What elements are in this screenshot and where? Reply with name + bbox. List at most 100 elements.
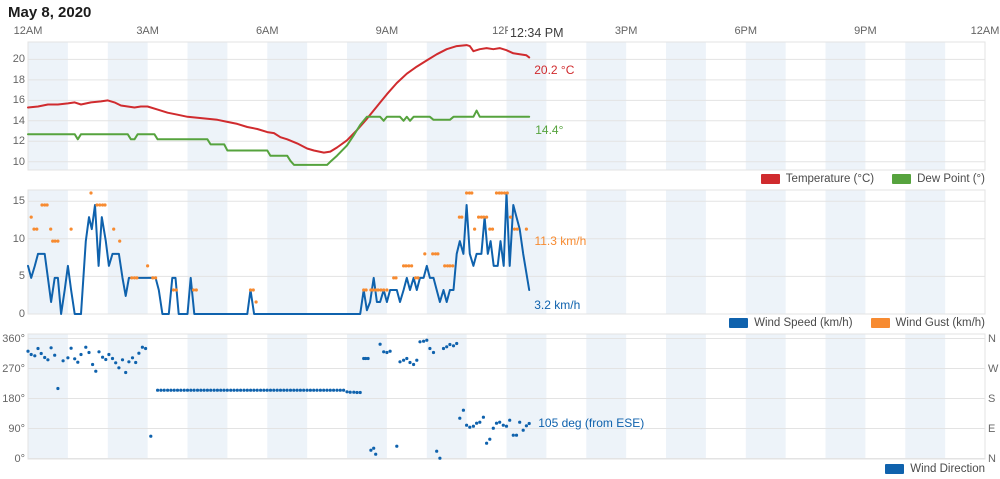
y-axis-tick-label: 12 xyxy=(12,135,25,148)
wind-gust-dot xyxy=(174,288,178,292)
y-axis-tick-label: 5 xyxy=(18,270,25,283)
wind-gust-dot xyxy=(402,264,406,268)
y-axis-tick-label: 16 xyxy=(12,94,25,107)
wind-direction-dot xyxy=(428,346,432,351)
wind-gust-dot xyxy=(191,288,196,292)
y-axis-tick-label: 90° xyxy=(8,422,25,435)
wind-direction-dot xyxy=(33,354,37,358)
wind-direction-dot xyxy=(110,356,115,361)
wind-direction-dot xyxy=(458,416,462,420)
wind-direction-dot xyxy=(415,358,419,362)
wind-direction-dot xyxy=(268,388,273,392)
wind-gust-dot xyxy=(524,227,529,231)
wind-speed-legend-swatch-icon xyxy=(729,318,749,328)
wind-direction-dot xyxy=(395,444,399,448)
wind-direction-dot xyxy=(130,356,135,360)
hour-band xyxy=(426,334,467,459)
wind-gust-dot xyxy=(431,252,435,256)
wind-direction-dot xyxy=(318,388,322,392)
y-axis-tick-label: 10 xyxy=(12,155,25,168)
y-axis-tick-label: 270° xyxy=(2,362,25,375)
wind-direction-dot xyxy=(199,388,203,392)
wind-direction-dot xyxy=(378,342,382,346)
wind-direction-dot xyxy=(471,424,475,428)
wind-direction-dot xyxy=(485,441,489,445)
wind-direction-dot xyxy=(205,388,209,392)
wind-direction-dot xyxy=(431,350,436,355)
wind-direction-dot xyxy=(137,351,141,355)
wind-direction-dot xyxy=(189,388,193,392)
wind-direction-dot xyxy=(455,341,459,346)
wind-direction-dot xyxy=(332,388,336,392)
wind-direction-dot xyxy=(369,448,373,452)
wind-direction-dot xyxy=(374,452,378,456)
wind-direction-dot xyxy=(328,388,332,392)
wind-direction-dot xyxy=(222,388,226,392)
wind-direction-dot xyxy=(84,345,88,349)
legend-item-wind-gust[interactable]: Wind Gust (km/h) xyxy=(870,317,985,329)
wind-direction-dot xyxy=(46,358,50,362)
wind-direction-dot xyxy=(127,360,131,364)
wind-direction-dot xyxy=(252,388,256,392)
wind-gust-dot xyxy=(49,227,53,231)
wind-direction-dot xyxy=(69,346,73,350)
wind-direction-dot xyxy=(255,388,259,392)
wind-direction-dot xyxy=(325,388,329,392)
wind-speed-legend-label: Wind Speed (km/h) xyxy=(754,317,853,329)
hour-band xyxy=(586,190,627,314)
wind-direction-legend-label: Wind Direction xyxy=(910,463,985,475)
wind-direction-dot xyxy=(235,388,239,392)
wind-direction-dot xyxy=(159,388,163,392)
wind-direction-dot xyxy=(508,418,512,422)
wind-direction-dot xyxy=(315,388,319,392)
hour-band xyxy=(267,334,308,459)
y-axis-tick-label: 180° xyxy=(2,392,25,405)
wind-direction-dot xyxy=(101,355,105,359)
dew-point-legend-label: Dew Point (°) xyxy=(917,173,985,185)
wind-direction-dot xyxy=(29,352,33,357)
wind-direction-dot xyxy=(518,420,522,424)
legend-item-wind-direction[interactable]: Wind Direction xyxy=(885,463,985,475)
wind-direction-dot xyxy=(475,421,479,425)
wind-direction-dot xyxy=(408,360,412,365)
wind-direction-dot xyxy=(212,388,216,392)
y-axis-tick-label: 10 xyxy=(12,232,25,245)
wind-direction-dot xyxy=(53,353,57,357)
wind-direction-dot xyxy=(91,362,95,367)
wind-gust-dot xyxy=(118,239,122,243)
wind-gust-dot xyxy=(382,288,386,292)
legend-item-wind-speed[interactable]: Wind Speed (km/h) xyxy=(729,317,853,329)
wind-direction-dot xyxy=(345,390,349,394)
wind-direction-dot xyxy=(448,342,452,347)
wind-direction-dot xyxy=(491,426,495,430)
wind-gust-dot xyxy=(146,264,150,268)
wind-direction-dot xyxy=(308,388,312,392)
wind-direction-dot xyxy=(140,345,144,349)
wind-gust-dot xyxy=(376,288,380,292)
wind-gust-dot xyxy=(45,203,49,207)
wind-direction-dot xyxy=(478,420,482,424)
wind-gust-dot xyxy=(497,191,501,195)
wind-gust-dot xyxy=(151,276,155,280)
wind-gust-dot xyxy=(467,191,471,195)
wind-direction-dot xyxy=(73,357,77,361)
legend-item-temperature[interactable]: Temperature (°C) xyxy=(760,173,874,185)
wind-direction-dot xyxy=(229,388,233,392)
wind-direction-dot xyxy=(114,361,118,365)
wind-gust-dot xyxy=(460,215,464,219)
dew-point-legend-swatch-icon xyxy=(892,174,912,184)
wind-gust-dot xyxy=(512,227,517,231)
wind-direction-dot xyxy=(366,356,370,361)
wind-direction-dot xyxy=(402,358,406,362)
wind-gust-dot xyxy=(423,252,427,256)
wind-direction-dot xyxy=(169,388,173,392)
wind-gust-dot xyxy=(410,264,414,268)
hour-band xyxy=(905,334,946,459)
legend-item-dew-point[interactable]: Dew Point (°) xyxy=(892,173,985,185)
hour-band xyxy=(347,334,387,459)
hour-band xyxy=(267,42,308,170)
hour-band xyxy=(347,42,387,170)
hour-band xyxy=(187,190,228,314)
y-axis-tick-label: 15 xyxy=(12,195,25,208)
wind-direction-dot xyxy=(104,357,108,362)
